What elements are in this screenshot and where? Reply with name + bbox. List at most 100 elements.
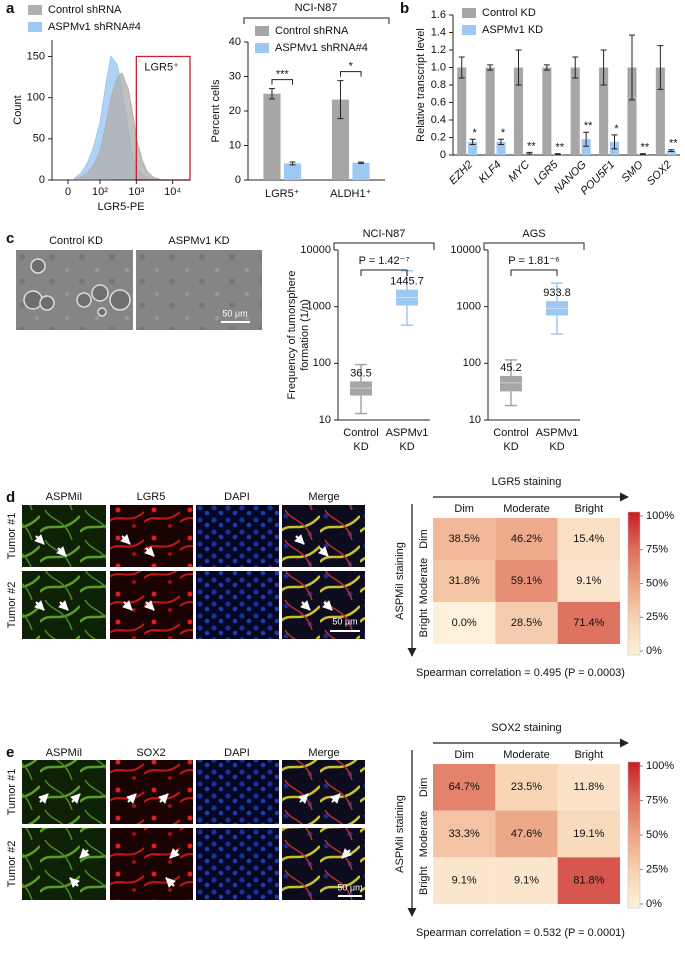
heatmap-cell xyxy=(495,518,558,560)
y-tick-label: 10 xyxy=(319,414,331,426)
y-tick-label: 0.6 xyxy=(431,96,446,108)
cell-label: 31.8% xyxy=(449,575,480,587)
value-label: 1445.7 xyxy=(390,276,424,288)
y-tick-label: 50 xyxy=(33,133,45,145)
error-bar xyxy=(268,88,275,100)
cell-label: 15.4% xyxy=(573,533,604,545)
bar xyxy=(581,139,591,155)
p-value: P = 1.42⁻⁷ xyxy=(359,255,410,267)
significance: * xyxy=(614,123,619,135)
cell-label: 38.5% xyxy=(449,533,480,545)
title-bracket xyxy=(243,17,390,24)
colorbar-label: 0% xyxy=(646,645,662,657)
row-label: Tumor #1 xyxy=(6,769,18,816)
colorbar-label: 50% xyxy=(646,577,668,589)
y-tick-label: 1.4 xyxy=(431,26,446,38)
significance: ** xyxy=(641,142,650,154)
error-bar xyxy=(583,131,590,147)
x-category: Moderate xyxy=(503,503,549,515)
micrograph xyxy=(110,828,193,900)
cell-label: 59.1% xyxy=(511,575,542,587)
error-bar xyxy=(600,49,607,86)
x-tick-label: KD xyxy=(399,441,414,453)
error-bar xyxy=(611,134,618,150)
footnote: Spearman correlation = 0.532 (P = 0.0001… xyxy=(416,927,625,939)
micrograph xyxy=(22,828,106,900)
micrograph xyxy=(282,828,365,900)
column-label: DAPI xyxy=(224,747,250,759)
legend-swatch xyxy=(28,5,42,15)
bar xyxy=(570,67,580,155)
x-tick-label: SOX2 xyxy=(645,159,674,188)
y-tick-label: 1.0 xyxy=(431,61,446,73)
histogram xyxy=(74,72,162,181)
cell-label: 33.3% xyxy=(449,828,480,840)
legend-swatch xyxy=(462,25,476,35)
cell-label: 9.1% xyxy=(452,875,477,887)
x-category: Dim xyxy=(454,503,474,515)
error-bar xyxy=(487,64,494,71)
micrographs-c: Control KD ASPMv1 KD 50 μm xyxy=(16,235,262,330)
significance-bracket xyxy=(271,79,294,85)
legend-label: Control shRNA xyxy=(48,4,122,16)
value-label: 933.8 xyxy=(543,287,571,299)
bar xyxy=(627,67,637,155)
cell-label: 9.1% xyxy=(576,575,601,587)
legend-label: ASPMv1 KD xyxy=(482,24,543,36)
legend-label: Control shRNA xyxy=(275,25,349,37)
cell-label: 46.2% xyxy=(511,533,542,545)
column-label: LGR5 xyxy=(137,491,166,503)
cell-label: 19.1% xyxy=(573,828,604,840)
title-bracket xyxy=(333,242,435,250)
heatmap-cell xyxy=(495,810,558,858)
arrows xyxy=(38,793,352,888)
heatmap-cell xyxy=(557,857,620,904)
cell-label: 23.5% xyxy=(511,781,542,793)
row-label: Tumor #1 xyxy=(6,513,18,560)
bar xyxy=(666,150,676,155)
heatmap-cell xyxy=(433,560,496,602)
micrograph xyxy=(22,760,106,824)
y-category: Moderate xyxy=(418,811,430,857)
x-category: Bright xyxy=(574,749,603,761)
y-tick-label: 30 xyxy=(229,70,241,82)
bar xyxy=(331,99,350,180)
cell-label: 47.6% xyxy=(511,828,542,840)
micrograph xyxy=(110,760,193,824)
legend-label: ASPMv1 shRNA#4 xyxy=(275,42,368,54)
panel-label: b xyxy=(400,0,409,17)
y-tick-label: 40 xyxy=(229,36,241,48)
x-category: Moderate xyxy=(503,749,549,761)
x-tick-label: 10⁴ xyxy=(164,186,181,198)
bar xyxy=(485,67,495,155)
micrograph xyxy=(196,505,279,567)
panel-label: e xyxy=(6,744,14,761)
y-axis-title: ASPMiI staining xyxy=(394,542,406,620)
x-tick-label: KLF4 xyxy=(477,159,504,186)
significance-bracket xyxy=(339,71,362,77)
error-bar xyxy=(358,161,365,164)
y-tick-label: 10 xyxy=(229,139,241,151)
y-tick-label: 0.4 xyxy=(431,114,446,126)
chart-title: NCI-N87 xyxy=(295,2,338,14)
heatmap-cell xyxy=(495,857,558,904)
colorbar xyxy=(627,511,641,656)
x-tick-label: KD xyxy=(549,441,564,453)
heatmap-cell xyxy=(433,810,496,858)
y-tick-label: 100 xyxy=(27,92,45,104)
x-tick-label: KD xyxy=(503,441,518,453)
cell-label: 71.4% xyxy=(573,617,604,629)
legend-swatch xyxy=(462,8,476,18)
cell-label: 9.1% xyxy=(514,875,539,887)
error-bar xyxy=(458,56,465,79)
micrograph xyxy=(282,505,365,567)
micrograph xyxy=(196,828,279,900)
error-bar xyxy=(657,45,664,90)
error-bar xyxy=(668,149,675,152)
bar xyxy=(599,67,609,155)
y-tick-label: 0 xyxy=(440,149,446,161)
significance: ** xyxy=(669,138,678,150)
footnote: Spearman correlation = 0.495 (P = 0.0003… xyxy=(416,667,625,679)
panel-label: a xyxy=(6,0,15,17)
y-axis-label: formation (1/n) xyxy=(299,299,311,371)
